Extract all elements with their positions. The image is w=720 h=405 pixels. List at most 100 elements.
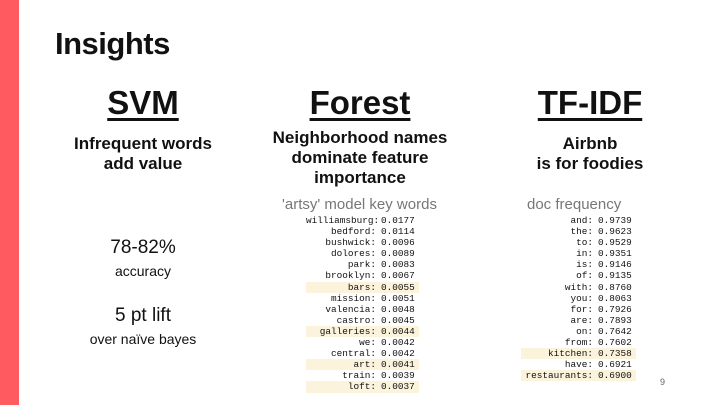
keyword-value: 0.0089: [381, 248, 415, 260]
keyword-term: loft:: [347, 381, 376, 393]
keyword-value: 0.9529: [598, 237, 632, 249]
keyword-value: 0.0041: [381, 359, 415, 371]
keyword-row: with: 0.8760: [521, 282, 636, 293]
keyword-value: 0.6921: [598, 359, 632, 371]
keyword-value: 0.0042: [381, 337, 415, 349]
svm-subtitle: Infrequent words add value: [74, 134, 212, 173]
keyword-value: 0.0051: [381, 292, 415, 304]
accuracy-label: accuracy: [114, 263, 172, 279]
keyword-value: 0.0177: [381, 215, 415, 226]
keyword-value: 0.7642: [598, 325, 632, 337]
keyword-term: we:: [359, 337, 376, 349]
keyword-row: are: 0.7893: [521, 315, 636, 326]
keyword-term: of:: [576, 270, 593, 282]
keyword-row: kitchen: 0.7358: [521, 348, 636, 360]
lift-value: 5 pt lift: [115, 305, 171, 326]
keyword-term: castro:: [336, 314, 376, 326]
keyword-value: 0.0045: [381, 314, 415, 326]
accent-bar: [0, 0, 19, 405]
keyword-term: from:: [564, 337, 593, 349]
keyword-term: dolores:: [330, 248, 376, 260]
keyword-term: restaurants:: [525, 370, 593, 382]
keyword-term: train:: [342, 370, 376, 382]
keyword-row: we: 0.0042: [306, 337, 419, 348]
keyword-value: 0.0039: [381, 370, 415, 382]
keyword-value: 0.0083: [381, 259, 415, 271]
svm-stat-lift: 5 pt lift over naïve bayes: [63, 305, 223, 347]
keyword-value: 0.0067: [381, 270, 415, 282]
keyword-row: bedford: 0.0114: [306, 226, 419, 237]
keyword-term: central:: [330, 348, 376, 360]
keyword-row: dolores: 0.0089: [306, 248, 419, 259]
accuracy-value: 78-82%: [110, 237, 176, 258]
keyword-row: brooklyn: 0.0067: [306, 270, 419, 281]
keyword-term: with:: [564, 281, 593, 293]
forest-column: Forest Neighborhood names dominate featu…: [255, 84, 465, 188]
keyword-value: 0.9739: [598, 215, 632, 226]
keyword-row: on: 0.7642: [521, 326, 636, 337]
keyword-value: 0.8063: [598, 292, 632, 304]
keyword-row: for: 0.7926: [521, 304, 636, 315]
keyword-value: 0.0055: [381, 281, 415, 293]
keyword-row: the: 0.9623: [521, 226, 636, 237]
keyword-row: you: 0.8063: [521, 293, 636, 304]
keyword-value: 0.0044: [381, 325, 415, 337]
keyword-row: from: 0.7602: [521, 337, 636, 348]
tfidf-doc-frequency-list: and: 0.9739 the: 0.9623 to: 0.9529 in: 0.9351 is…: [521, 215, 636, 382]
keyword-row: and: 0.9739: [521, 215, 636, 226]
slide-title: Insights: [55, 26, 170, 61]
page-number: 9: [659, 377, 665, 387]
keyword-row: train: 0.0039: [306, 370, 419, 381]
keyword-row: of: 0.9135: [521, 270, 636, 281]
keyword-value: 0.0096: [381, 237, 415, 249]
keyword-term: williamsburg:: [306, 215, 380, 226]
forest-keyword-list: williamsburg: 0.0177 bedford: 0.0114 bushwic…: [306, 215, 419, 393]
keyword-term: for:: [570, 303, 593, 315]
keyword-row: is: 0.9146: [521, 259, 636, 270]
keyword-row: galleries: 0.0044: [306, 325, 419, 338]
keyword-term: bedford:: [330, 226, 376, 238]
tfidf-caption: doc frequency: [527, 196, 622, 213]
keyword-term: kitchen:: [547, 348, 593, 360]
keyword-row: park: 0.0083: [306, 259, 419, 270]
keyword-term: valencia:: [325, 303, 376, 315]
forest-subtitle: Neighborhood names dominate feature impo…: [272, 128, 448, 187]
keyword-row: loft: 0.0037: [306, 381, 419, 393]
keyword-value: 0.9135: [598, 270, 632, 282]
keyword-term: art:: [353, 359, 376, 371]
keyword-row: williamsburg: 0.0177: [306, 215, 419, 226]
svm-column: SVM Infrequent words add value: [63, 84, 223, 174]
keyword-term: to:: [576, 237, 593, 249]
keyword-row: bushwick: 0.0096: [306, 237, 419, 248]
keyword-term: and:: [570, 215, 593, 226]
keyword-value: 0.7893: [598, 314, 632, 326]
keyword-term: you:: [570, 292, 593, 304]
keyword-value: 0.0048: [381, 303, 415, 315]
keyword-row: in: 0.9351: [521, 248, 636, 259]
keyword-row: bars: 0.0055: [306, 281, 419, 293]
keyword-value: 0.6900: [598, 370, 632, 382]
keyword-value: 0.9146: [598, 259, 632, 271]
keyword-row: restaurants: 0.6900: [521, 370, 636, 382]
keyword-term: bushwick:: [325, 237, 376, 249]
keyword-term: bars:: [347, 281, 376, 293]
lift-label: over naïve bayes: [89, 331, 197, 347]
keyword-value: 0.8760: [598, 281, 632, 293]
keyword-term: brooklyn:: [325, 270, 376, 282]
keyword-value: 0.0037: [381, 381, 415, 393]
keyword-row: mission: 0.0051: [306, 293, 419, 304]
keyword-term: park:: [347, 259, 376, 271]
forest-caption: 'artsy' model key words: [282, 196, 437, 213]
keyword-term: in:: [576, 248, 593, 260]
keyword-term: the:: [570, 226, 593, 238]
svm-heading: SVM: [107, 84, 179, 121]
keyword-row: art: 0.0041: [306, 359, 419, 371]
keyword-term: mission:: [330, 292, 376, 304]
keyword-term: on:: [576, 325, 593, 337]
keyword-term: are:: [570, 314, 593, 326]
keyword-value: 0.7926: [598, 303, 632, 315]
keyword-value: 0.9623: [598, 226, 632, 238]
keyword-term: have:: [564, 359, 593, 371]
svm-stat-accuracy: 78-82% accuracy: [63, 237, 223, 279]
forest-heading: Forest: [309, 84, 411, 121]
